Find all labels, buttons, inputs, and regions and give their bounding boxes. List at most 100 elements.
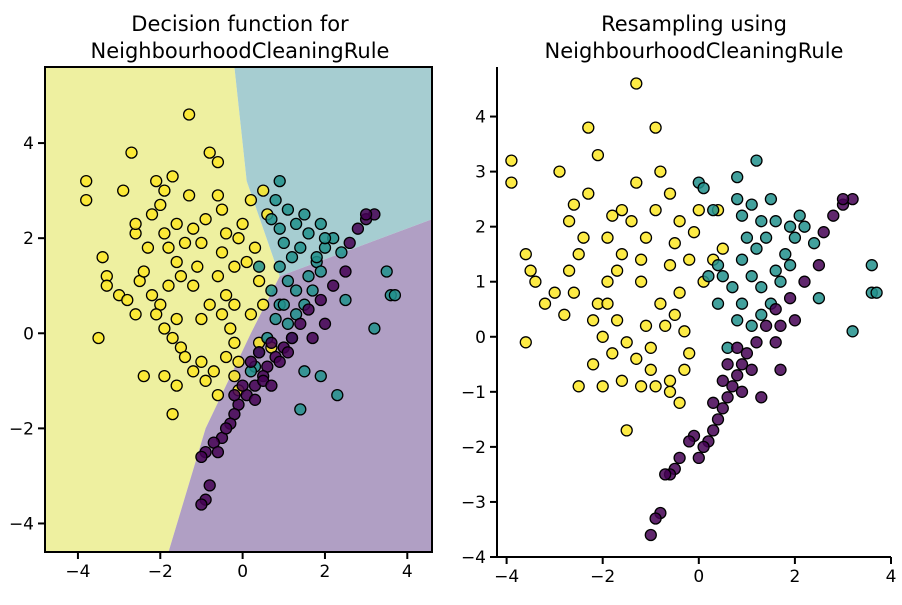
left-point-class-2 — [162, 241, 175, 254]
left-point-class-2 — [203, 298, 216, 311]
left-point-class-2 — [178, 236, 192, 250]
right-point-class-1 — [697, 181, 710, 195]
right-point-class-0 — [649, 512, 662, 525]
left-point-class-0 — [236, 379, 249, 392]
left-point-class-2 — [187, 365, 200, 378]
right-point-class-1 — [750, 242, 763, 255]
right-point-class-1 — [745, 319, 758, 332]
right-point-class-2 — [553, 165, 566, 178]
right-point-class-0 — [659, 468, 672, 481]
left-point-class-1 — [294, 241, 307, 254]
resampling-panel: Resampling using NeighbourhoodCleaningRu… — [461, 12, 896, 587]
left-point-class-1 — [368, 322, 381, 335]
right-point-class-2 — [572, 380, 585, 393]
left-point-class-1 — [252, 260, 266, 273]
left-point-class-0 — [314, 293, 327, 307]
right-point-class-1 — [779, 248, 792, 261]
right-point-class-0 — [774, 319, 787, 332]
right-point-class-2 — [538, 297, 552, 310]
left-point-class-0 — [265, 336, 278, 349]
right-point-class-2 — [683, 347, 696, 360]
right-point-class-2 — [586, 358, 600, 371]
left-point-class-1 — [318, 232, 332, 245]
right-point-class-2 — [596, 330, 609, 343]
left-point-class-1 — [289, 217, 303, 231]
left-point-class-1 — [306, 284, 319, 297]
left-point-class-2 — [178, 350, 192, 364]
left-point-class-1 — [285, 251, 299, 264]
right-point-class-0 — [683, 435, 696, 448]
left-point-class-2 — [211, 155, 225, 169]
right-point-class-1 — [774, 275, 787, 288]
right-point-class-0 — [716, 402, 729, 415]
left-point-class-1 — [302, 227, 315, 240]
right-point-class-2 — [601, 297, 614, 310]
right-point-class-2 — [659, 319, 672, 332]
left-y-tick-label: −2 — [9, 419, 34, 439]
right-point-class-2 — [687, 226, 701, 239]
left-point-class-2 — [187, 222, 200, 235]
right-point-class-2 — [596, 380, 609, 393]
right-x-tick-label: −2 — [590, 567, 615, 587]
right-point-class-2 — [673, 396, 686, 409]
left-point-class-1 — [281, 203, 295, 216]
right-point-class-2 — [620, 336, 633, 349]
left-point-class-2 — [211, 270, 225, 283]
right-point-class-2 — [663, 374, 677, 387]
left-point-class-0 — [359, 208, 373, 221]
left-point-class-2 — [170, 312, 183, 326]
right-point-class-2 — [663, 187, 677, 200]
right-point-class-2 — [505, 176, 518, 189]
right-point-class-2 — [615, 248, 629, 261]
right-point-class-1 — [735, 253, 749, 266]
right-point-class-2 — [548, 286, 561, 299]
left-point-class-2 — [158, 227, 171, 240]
right-point-class-0 — [812, 259, 826, 272]
left-point-class-1 — [269, 193, 282, 207]
right-point-class-2 — [634, 380, 648, 393]
right-point-class-0 — [673, 451, 686, 465]
right-chart-title-line-1: Resampling using — [601, 12, 787, 36]
right-point-class-0 — [707, 424, 720, 437]
left-point-class-0 — [294, 317, 307, 330]
right-point-class-1 — [745, 270, 758, 283]
left-point-class-2 — [92, 331, 105, 345]
left-point-class-2 — [125, 146, 138, 159]
right-point-class-0 — [783, 292, 797, 305]
left-point-class-2 — [80, 193, 93, 207]
right-y-tick-label: −4 — [461, 548, 486, 568]
right-point-class-1 — [807, 237, 821, 250]
right-x-tick-label: −4 — [494, 567, 519, 587]
left-point-class-2 — [166, 170, 179, 183]
right-point-class-0 — [798, 275, 811, 288]
right-point-class-0 — [827, 209, 840, 222]
right-point-class-0 — [817, 226, 830, 239]
right-point-class-0 — [769, 303, 782, 316]
left-axes-frame — [44, 66, 433, 553]
right-point-class-2 — [572, 248, 585, 261]
right-point-class-1 — [865, 259, 878, 272]
right-point-class-2 — [620, 424, 633, 437]
right-point-class-2 — [562, 264, 576, 277]
left-point-class-2 — [137, 265, 150, 278]
right-point-class-2 — [586, 314, 600, 327]
left-point-class-2 — [203, 146, 216, 159]
left-point-class-2 — [170, 255, 183, 269]
left-point-class-0 — [281, 346, 295, 359]
left-point-class-2 — [158, 322, 171, 335]
right-point-class-1 — [716, 270, 729, 283]
left-point-class-1 — [273, 174, 286, 188]
left-point-class-1 — [294, 403, 307, 416]
left-point-class-1 — [281, 274, 295, 288]
left-point-class-1 — [339, 293, 352, 307]
right-x-tick-label: 2 — [789, 567, 800, 587]
right-y-tick-label: 3 — [475, 163, 486, 183]
right-point-class-2 — [558, 308, 571, 321]
right-point-class-2 — [678, 325, 691, 338]
left-point-class-2 — [252, 274, 266, 288]
left-point-class-2 — [195, 355, 208, 368]
left-point-class-2 — [162, 279, 175, 292]
left-point-class-0 — [343, 236, 356, 250]
right-point-class-1 — [798, 220, 811, 233]
